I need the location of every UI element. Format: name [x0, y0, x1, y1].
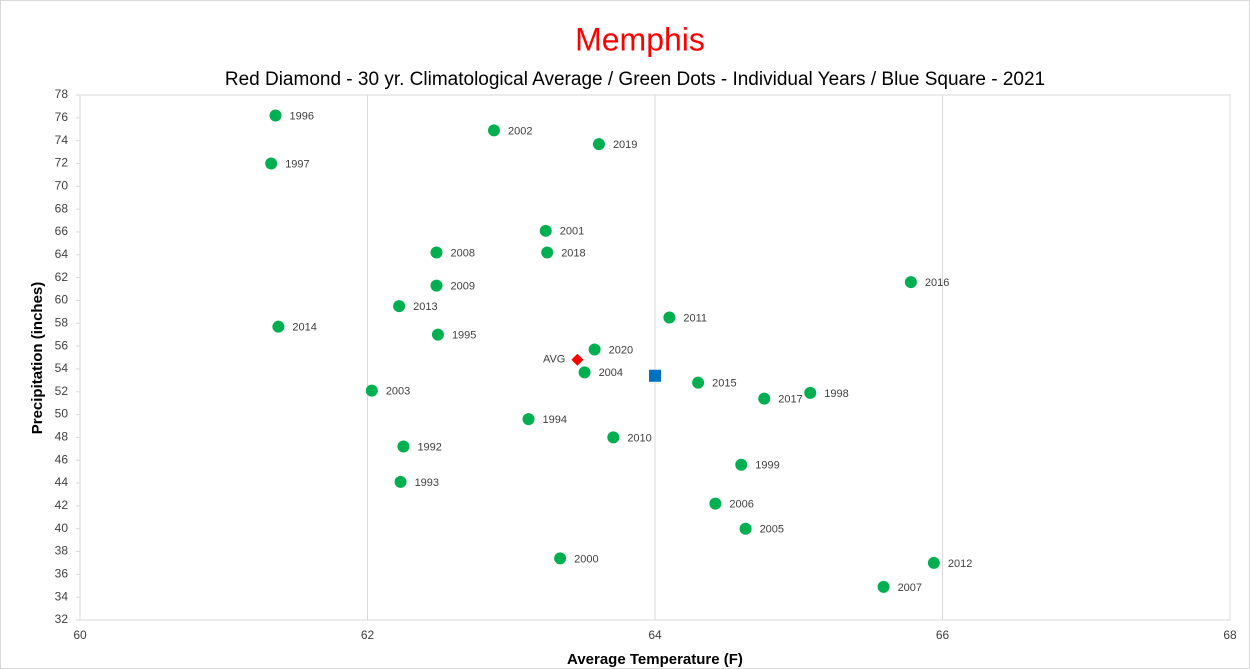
point [804, 386, 817, 399]
x-tick-label: 64 [648, 628, 662, 642]
point-label: 2012 [948, 558, 972, 570]
point [365, 384, 378, 397]
point [541, 246, 554, 259]
point [571, 353, 584, 366]
chart-subtitle: Red Diamond - 30 yr. Climatological Aver… [225, 69, 1045, 90]
y-tick-label: 60 [55, 293, 69, 307]
point-label: 2002 [508, 125, 532, 137]
point-label: 1998 [824, 388, 848, 400]
chart-title: Memphis [575, 21, 705, 57]
point-label: 2017 [778, 393, 802, 405]
point [522, 413, 535, 426]
point [539, 224, 552, 237]
y-tick-label: 74 [55, 133, 69, 147]
point [397, 440, 410, 453]
point [394, 475, 407, 488]
y-tick-label: 78 [55, 87, 69, 101]
point-label: 1993 [415, 477, 439, 489]
y-tick-label: 72 [55, 156, 69, 170]
point [488, 124, 500, 137]
point-label: 2013 [413, 301, 437, 313]
y-tick-label: 32 [55, 612, 69, 626]
x-tick-label: 62 [361, 628, 375, 642]
y-tick-label: 54 [55, 361, 69, 375]
point [758, 392, 771, 405]
y-tick-label: 62 [55, 270, 69, 284]
point [735, 458, 748, 471]
point-label: 2020 [609, 344, 633, 356]
y-tick-label: 40 [55, 521, 69, 535]
point [649, 369, 661, 382]
y-tick-label: 36 [55, 567, 69, 581]
point [877, 580, 890, 593]
point-label: 1999 [755, 460, 779, 472]
point-label: 2010 [627, 432, 651, 444]
point-label: 2000 [574, 553, 598, 565]
y-tick-label: 68 [55, 201, 69, 215]
y-tick-label: 50 [55, 407, 69, 421]
point-label: 2009 [451, 281, 475, 293]
point [739, 522, 752, 535]
y-tick-label: 52 [55, 384, 69, 398]
point [692, 376, 705, 389]
point [709, 497, 722, 510]
point-label: 2011 [683, 312, 707, 324]
y-tick-label: 70 [55, 178, 69, 192]
point-label: 2003 [386, 386, 410, 398]
y-tick-label: 34 [55, 589, 69, 603]
point-label: 1996 [290, 110, 314, 122]
point [904, 276, 917, 289]
point-label: 2018 [561, 247, 585, 259]
point-label: 2019 [613, 139, 637, 151]
point [554, 552, 567, 565]
point-label: 2008 [451, 247, 475, 259]
point [393, 300, 406, 313]
point [927, 556, 940, 569]
point [430, 279, 443, 292]
y-tick-label: 38 [55, 544, 69, 558]
point [430, 246, 443, 259]
y-tick-label: 66 [55, 224, 69, 238]
point-label: 2006 [729, 498, 753, 510]
point-label: 2007 [898, 582, 922, 594]
point [588, 343, 601, 356]
point-label: AVG [543, 354, 565, 366]
point [663, 311, 676, 324]
x-axis-label: Average Temperature (F) [567, 651, 743, 668]
y-tick-label: 46 [55, 452, 69, 466]
point [272, 320, 285, 333]
y-tick-label: 58 [55, 315, 69, 329]
x-tick-label: 60 [73, 628, 87, 642]
point-label: 1997 [285, 158, 309, 170]
y-tick-label: 48 [55, 430, 69, 444]
point-label: 2004 [599, 367, 623, 379]
y-tick-label: 44 [55, 475, 69, 489]
point-label: 2001 [560, 226, 584, 238]
point [592, 138, 605, 151]
y-tick-label: 56 [55, 338, 69, 352]
point [578, 366, 591, 379]
point [269, 109, 282, 122]
point [431, 328, 444, 341]
point-label: 2016 [925, 277, 949, 289]
y-tick-label: 76 [55, 110, 69, 124]
y-axis-label: Precipitation (inches) [29, 282, 46, 435]
point-label: 1994 [543, 414, 567, 426]
point-label: 1992 [417, 441, 441, 453]
y-tick-label: 64 [55, 247, 69, 261]
point [607, 431, 620, 444]
point-label: 1995 [452, 330, 476, 342]
point-label: 2005 [760, 524, 784, 536]
y-tick-label: 42 [55, 498, 69, 512]
x-tick-label: 68 [1223, 628, 1237, 642]
point-label: 2014 [292, 322, 316, 334]
point-label: 2015 [712, 378, 736, 390]
point [265, 157, 278, 170]
x-tick-label: 66 [936, 628, 950, 642]
